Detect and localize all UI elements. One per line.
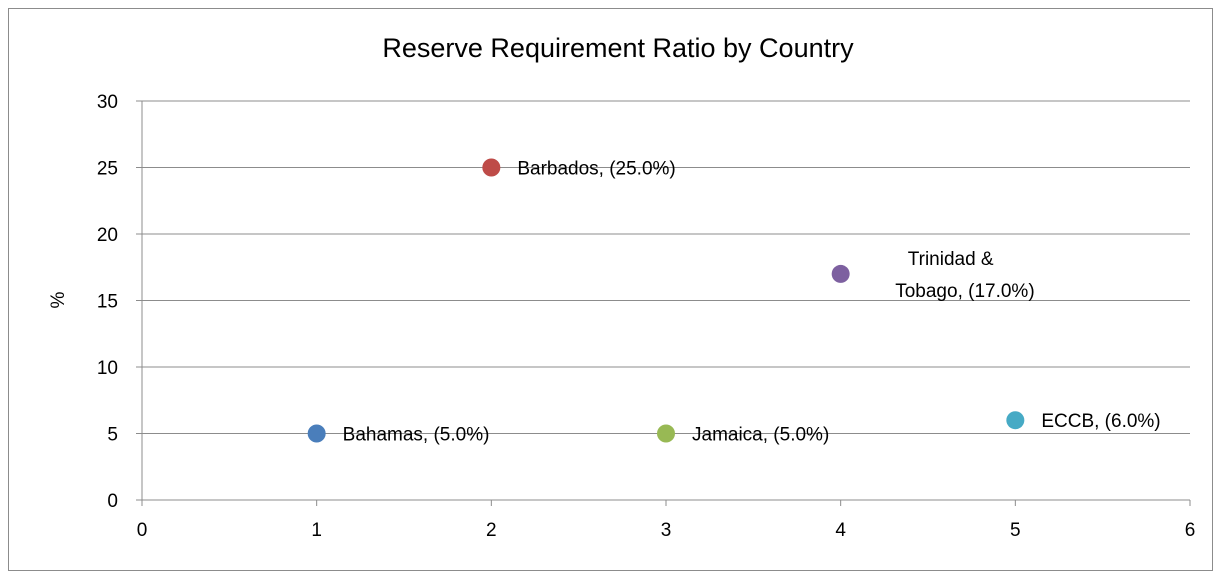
chart-frame bbox=[8, 8, 1213, 571]
data-label: Bahamas, (5.0%) bbox=[343, 425, 490, 446]
data-label: Jamaica, (5.0%) bbox=[692, 425, 829, 446]
y-tick-label: 30 bbox=[97, 92, 118, 113]
data-labels: Bahamas, (5.0%) Barbados, (25.0%) Jamaica,… bbox=[343, 159, 1161, 446]
y-tick-label: 20 bbox=[97, 225, 118, 246]
point-trinidad-tobago bbox=[831, 264, 850, 283]
point-jamaica bbox=[657, 424, 675, 443]
data-label: ECCB, (6.0%) bbox=[1041, 411, 1160, 432]
y-tick-label: 15 bbox=[97, 292, 118, 313]
axes bbox=[136, 100, 1191, 506]
data-label: Tobago, (17.0%) bbox=[895, 281, 1034, 302]
x-tick-labels: 0 1 2 3 4 5 6 bbox=[137, 520, 1196, 541]
x-tick-label: 3 bbox=[661, 520, 672, 541]
y-tick-label: 10 bbox=[97, 358, 118, 379]
data-points bbox=[307, 158, 1025, 443]
y-tick-label: 25 bbox=[97, 159, 118, 180]
x-tick-label: 5 bbox=[1010, 520, 1021, 541]
x-tick-label: 2 bbox=[486, 520, 497, 541]
chart-title: Reserve Requirement Ratio by Country bbox=[382, 33, 854, 63]
y-tick-label: 5 bbox=[107, 425, 118, 446]
y-tick-label: 0 bbox=[107, 491, 118, 512]
y-tick-labels: 0 5 10 15 20 25 30 bbox=[97, 92, 118, 512]
data-label: Barbados, (25.0%) bbox=[517, 159, 675, 180]
point-eccb bbox=[1006, 411, 1025, 430]
y-axis-label: % bbox=[48, 291, 69, 308]
x-tick-label: 0 bbox=[137, 520, 148, 541]
point-bahamas bbox=[307, 424, 326, 443]
x-tick-label: 1 bbox=[311, 520, 322, 541]
x-tick-label: 4 bbox=[835, 520, 846, 541]
data-label: Trinidad & bbox=[908, 249, 994, 270]
gridlines bbox=[142, 100, 1190, 434]
x-tick-label: 6 bbox=[1185, 520, 1196, 541]
point-barbados bbox=[482, 158, 501, 177]
